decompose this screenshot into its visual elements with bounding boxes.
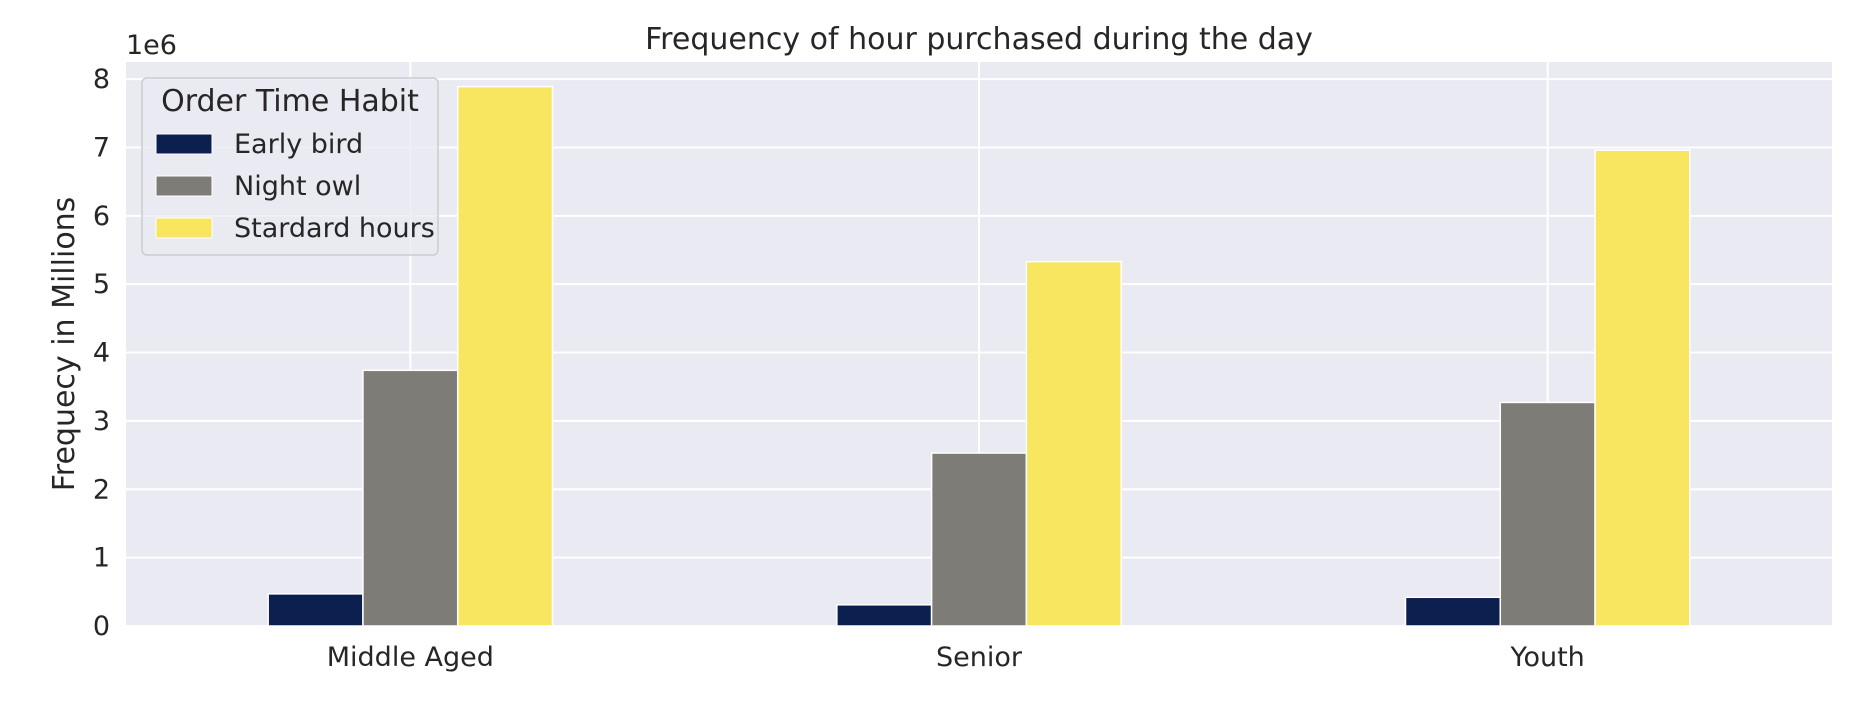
bar-early-bird-middle-aged [267, 593, 364, 627]
x-tick-label: Youth [1510, 642, 1585, 673]
bar-night-owl-youth [1499, 401, 1596, 627]
bar-stardard-hours-senior [1025, 260, 1122, 627]
bar-early-bird-senior [836, 604, 933, 627]
y-tick-label: 8 [93, 64, 110, 95]
legend-title: Order Time Habit [161, 84, 419, 119]
bars [267, 85, 1691, 627]
legend-items: Early bird Night owl Stardard hours [155, 129, 435, 244]
bar-stardard-hours-middle-aged [456, 85, 554, 627]
y-tick-label: 0 [93, 611, 110, 642]
legend-label: Stardard hours [234, 213, 435, 244]
y-tick-label: 1 [93, 543, 110, 574]
y-axis-offset-text: 1e6 [126, 30, 177, 61]
legend-box [141, 77, 439, 256]
legend-swatch [155, 133, 213, 155]
y-tick-label: 3 [93, 406, 110, 437]
legend-label: Early bird [234, 129, 363, 160]
legend-swatch [155, 175, 213, 197]
legend: Order Time Habit Early bird Night owl Star… [141, 77, 439, 256]
bar-stardard-hours-youth [1594, 149, 1691, 627]
x-axis-ticks: Middle Aged Senior Youth [327, 642, 1585, 673]
chart-title: Frequency of hour purchased during the d… [645, 22, 1313, 57]
bar-early-bird-youth [1404, 596, 1502, 627]
y-axis-ticks: 0 1 2 3 4 5 6 7 8 [93, 64, 110, 642]
legend-label: Night owl [234, 171, 361, 202]
x-tick-label: Middle Aged [327, 642, 494, 673]
y-tick-label: 7 [93, 132, 110, 163]
legend-swatch [155, 217, 213, 239]
y-tick-label: 2 [93, 474, 110, 505]
bar-night-owl-senior [930, 452, 1028, 627]
y-tick-label: 6 [93, 201, 110, 232]
y-axis-label: Frequecy in Millions [47, 197, 82, 492]
y-tick-label: 4 [93, 338, 110, 369]
x-tick-label: Senior [936, 642, 1023, 673]
y-tick-label: 5 [93, 269, 110, 300]
bar-night-owl-middle-aged [362, 369, 459, 627]
